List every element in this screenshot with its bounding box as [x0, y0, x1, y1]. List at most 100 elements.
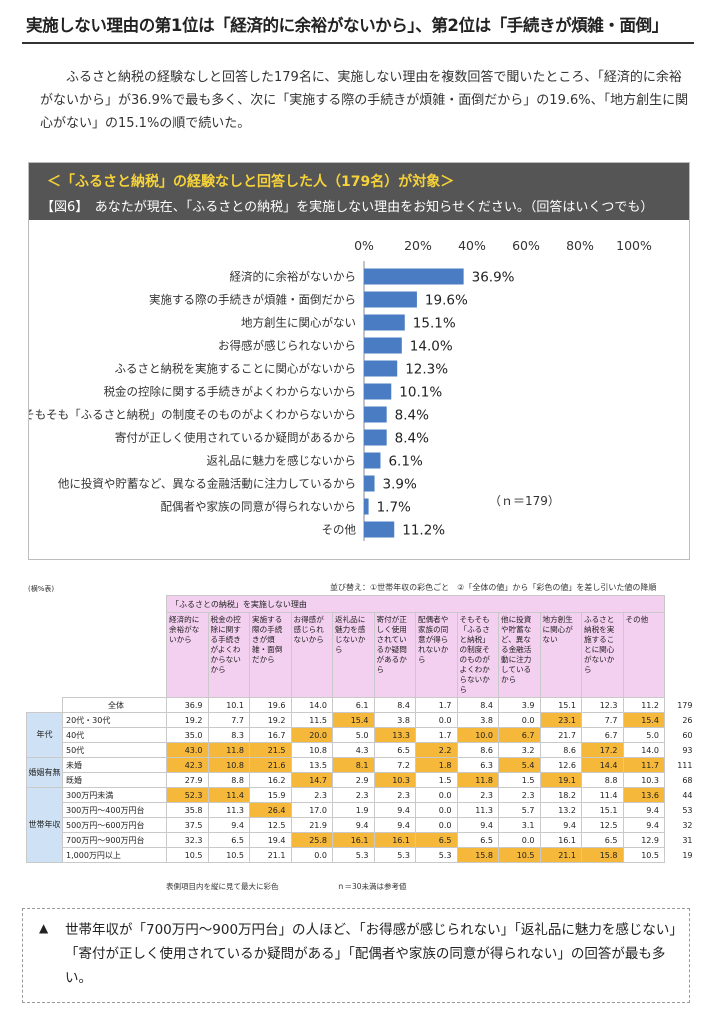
table-cell: 7.7	[207, 712, 250, 728]
table-cell: 7.2	[373, 757, 416, 773]
table-cell: 10.5	[622, 847, 665, 863]
table-cell: 11.8	[456, 772, 499, 788]
triangle-icon: ▲	[39, 921, 49, 935]
table-cell: 9.4	[373, 802, 416, 818]
row-label: 300万円未満	[62, 787, 167, 803]
table-cell: 12.9	[622, 832, 665, 848]
x-tick-label: 60%	[512, 238, 540, 253]
table-cell: 6.5	[207, 832, 250, 848]
table-cell: 2.9	[332, 772, 375, 788]
bar	[364, 337, 402, 354]
bar	[364, 452, 381, 469]
column-header: 配偶者や家族の同意が得られないから	[415, 612, 458, 698]
table-cell: 43.0	[166, 742, 209, 758]
table-cell: 16.7	[249, 727, 292, 743]
table-cell: 15.4	[332, 712, 375, 728]
table-cell: 15.1	[581, 802, 624, 818]
table-cell: 18.2	[539, 787, 582, 803]
header-spacer	[26, 595, 167, 698]
table-row: 300万円～400万円台 35.8 11.3 26.4 17.0 1.9 9.4 0.0 11.…	[27, 802, 695, 818]
table-cell: 8.6	[456, 742, 499, 758]
row-n: 60	[682, 730, 693, 740]
table-cell: 35.8	[166, 802, 209, 818]
table-cell: 10.5	[207, 847, 250, 863]
table-cell: 11.5	[290, 712, 333, 728]
table-cell: 23.1	[539, 712, 582, 728]
bar	[364, 268, 464, 285]
table-cell: 10.5	[166, 847, 209, 863]
row-group-label: 世帯年収	[26, 787, 63, 863]
table-cell: 12.5	[581, 817, 624, 833]
table-footnote-left: 表側項目内を縦に見て最大に彩色	[166, 882, 279, 891]
table-cell: 3.9	[498, 697, 541, 713]
table-cell: 14.0	[622, 742, 665, 758]
table-cell: 3.2	[498, 742, 541, 758]
column-header: 寄付が正しく使用されているか疑問があるから	[373, 612, 416, 698]
table-cell: 27.9	[166, 772, 209, 788]
table-cell: 0.0	[415, 712, 458, 728]
table-cell: 36.9	[166, 697, 209, 713]
data-label: 11.2%	[402, 523, 445, 539]
table-cell: 11.2	[622, 697, 665, 713]
table-cell: 5.4	[498, 757, 541, 773]
table-cell: 9.4	[622, 817, 665, 833]
table-cell: 9.4	[539, 817, 582, 833]
table-cell: 2.3	[373, 787, 416, 803]
table-cell: 16.1	[332, 832, 375, 848]
column-header: 経済的に余裕がないから	[166, 612, 209, 698]
x-tick-label: 100%	[616, 238, 652, 253]
table-cell: 16.1	[539, 832, 582, 848]
table-cell: 14.4	[581, 757, 624, 773]
table-cell: 8.8	[581, 772, 624, 788]
table-cell: 2.3	[498, 787, 541, 803]
table-unit-label: (横%表)	[28, 585, 55, 593]
table-cell: 13.3	[373, 727, 416, 743]
data-label: 15.1%	[413, 316, 456, 332]
row-label: 50代	[62, 742, 167, 758]
crosstab-section: (横%表) 並び替え：①世帯年収の彩色ごと ②「全体の値」から「彩色の値」を差し…	[0, 578, 718, 898]
column-header: 返礼品に魅力を感じないから	[332, 612, 375, 698]
table-cell: 9.4	[373, 817, 416, 833]
table-row: 全体 36.9 10.1 19.6 14.0 6.1 8.4 1.7 8.4 3.9 15.1 12.…	[26, 697, 695, 713]
table-cell: 0.0	[415, 802, 458, 818]
table-cell: 1.5	[498, 772, 541, 788]
table-cell: 9.4	[456, 817, 499, 833]
table-cell: 11.8	[207, 742, 250, 758]
table-cell: 5.3	[415, 847, 458, 863]
group-header: 「ふるさとの納税」を実施しない理由	[166, 595, 665, 613]
table-cell: 0.0	[498, 712, 541, 728]
table-row: 700万円～900万円台 32.3 6.5 19.4 25.8 16.1 16.1 6.5 6.…	[27, 832, 695, 848]
table-cell: 8.1	[332, 757, 375, 773]
table-cell: 17.2	[581, 742, 624, 758]
table-cell: 35.0	[166, 727, 209, 743]
n-header-spacer	[664, 595, 695, 698]
summary-box: ▲ 世帯年収が「700万円～900万円台」の人ほど、「お得感が感じられない」「返…	[22, 908, 690, 1003]
category-label: 配偶者や家族の同意が得られないから	[161, 500, 357, 514]
table-cell: 5.0	[332, 727, 375, 743]
table-row: 40代 35.0 8.3 16.7 20.0 5.0 13.3 1.7 10.0 6.7 21.7 6…	[27, 727, 695, 743]
data-label: 8.4%	[395, 431, 429, 447]
table-cell: 19.4	[249, 832, 292, 848]
data-label: 6.1%	[388, 454, 422, 470]
table-cell: 52.3	[166, 787, 209, 803]
table-cell: 5.3	[332, 847, 375, 863]
chart-question: 【図6】 あなたが現在、「ふるさとの納税」を実施しない理由をお知らせください。（…	[41, 200, 654, 215]
category-label: 地方創生に関心がない	[241, 316, 356, 330]
bar	[364, 291, 417, 308]
table-cell: 4.3	[332, 742, 375, 758]
table-cell: 0.0	[290, 847, 333, 863]
data-label: 12.3%	[405, 362, 448, 378]
sample-size-label: （ｎ＝179）	[489, 494, 560, 508]
table-row: 500万円～600万円台 37.5 9.4 12.5 21.9 9.4 9.4 0.0 9.4 3…	[27, 817, 695, 833]
table-cell: 7.7	[581, 712, 624, 728]
table-cell: 1.8	[415, 757, 458, 773]
table-cell: 8.6	[539, 742, 582, 758]
page-headline: 実施しない理由の第1位は「経済的に余裕がないから」、第2位は「手続きが煩雑・面倒…	[26, 16, 668, 35]
table-cell: 19.2	[166, 712, 209, 728]
column-header: 実施する際の手続きが煩雑・面倒だから	[249, 612, 292, 698]
table-cell: 37.5	[166, 817, 209, 833]
table-cell: 0.0	[415, 787, 458, 803]
bar	[364, 521, 395, 538]
table-cell: 5.7	[498, 802, 541, 818]
chart-panel-header: ＜「ふるさと納税」の経験なしと回答した人（179名）が対象＞ 【図6】 あなたが…	[29, 163, 689, 220]
